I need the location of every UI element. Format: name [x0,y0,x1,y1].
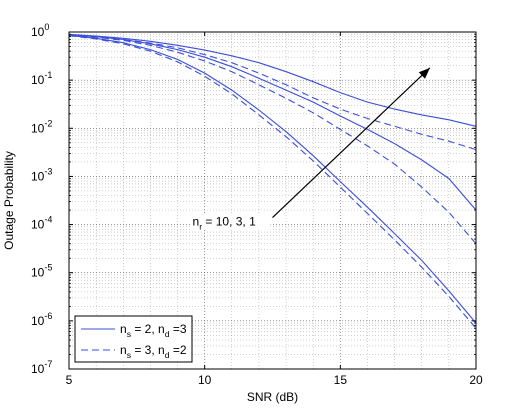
series-line-3-solid [68,33,477,127]
annotation-label: nr = 10, 3, 1 [193,215,257,232]
y-tick-label: 10-3 [31,166,52,183]
series-line-4-dashed [68,34,477,151]
legend-entry-label: ns = 2, nd =3 [120,322,187,339]
annotation: nr = 10, 3, 1 [190,67,431,232]
annotation-arrow-line [272,67,431,218]
x-tick-label: 10 [198,373,212,387]
y-tick-label: 10-5 [31,263,52,280]
series-line-5-solid [68,34,477,324]
y-tick-label: 10-2 [31,118,52,135]
y-tick-label: 10-6 [31,311,52,328]
x-axis-label: SNR (dB) [247,390,298,404]
plot-frame [68,31,477,370]
annotation-text-bg [190,213,271,230]
grid [69,32,476,369]
y-axis-label: Outage Probability [2,151,16,250]
series-line-6-dashed [68,35,477,329]
y-tick-label: 10-4 [31,215,52,232]
y-tick-label: 10-7 [31,359,52,376]
series-line-2-dashed [68,34,477,245]
y-tick-label: 10-1 [31,70,52,87]
legend-box [74,315,193,363]
legend-entry-label: ns = 3, nd =2 [120,343,187,360]
x-tick-label: 5 [66,373,73,387]
ticks: 5 10 15 20 10-7 10-6 10-5 10-4 10-3 10-2 10-1 100 [31,22,483,387]
annotation-arrowhead [418,67,430,79]
x-tick-label: 15 [334,373,348,387]
legend: ns = 2, nd =3 ns = 3, nd =2 [74,315,193,363]
series-layer [68,33,477,329]
x-tick-label: 20 [469,373,483,387]
y-tick-label: 100 [31,22,49,39]
